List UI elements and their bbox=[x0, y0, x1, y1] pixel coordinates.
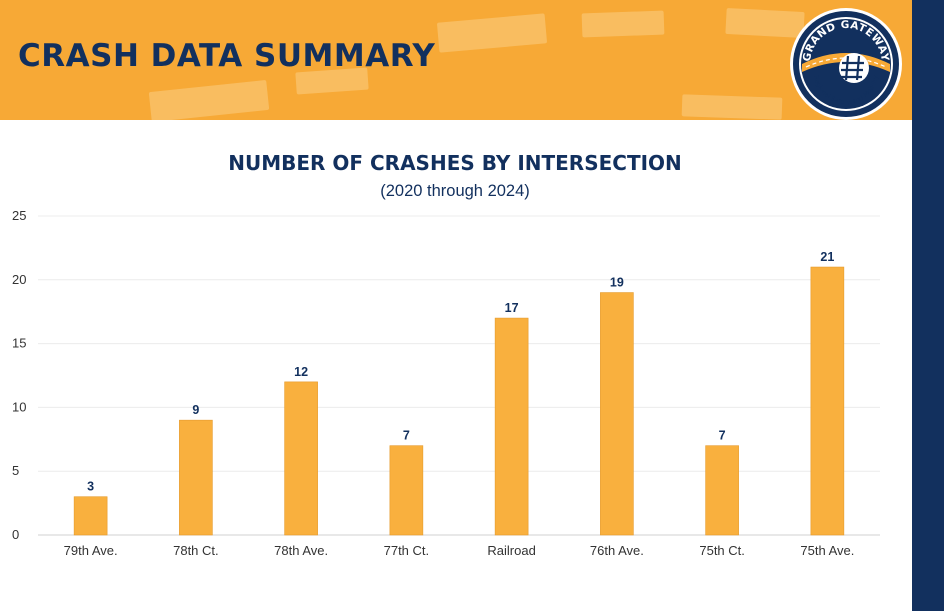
bar bbox=[284, 381, 318, 536]
bar-chart: 0 5 10 15 20 25 3 79th Ave. 9 78th Ct. 12 78th Ave.… bbox=[12, 208, 880, 558]
decor-stripe bbox=[148, 79, 270, 120]
x-tick-label: 75th Ave. bbox=[800, 543, 854, 558]
y-tick-label: 5 bbox=[12, 463, 19, 478]
x-tick-label: 75th Ct. bbox=[699, 543, 745, 558]
decor-stripe bbox=[681, 94, 783, 120]
data-label: 12 bbox=[294, 365, 308, 379]
x-tick-label: 77th Ct. bbox=[384, 543, 430, 558]
bars bbox=[73, 266, 845, 536]
chart-subtitle: (2020 through 2024) bbox=[380, 182, 530, 200]
data-label: 7 bbox=[719, 429, 726, 443]
y-tick-label: 0 bbox=[12, 527, 19, 542]
chart-title: NUMBER OF CRASHES BY INTERSECTION bbox=[228, 151, 682, 175]
bar bbox=[705, 445, 739, 536]
grand-gateway-logo-icon: GRAND GATEWAY Regional Safety and Mobili… bbox=[790, 8, 902, 120]
data-label: 17 bbox=[505, 301, 519, 315]
gridlines bbox=[38, 215, 880, 536]
x-tick-label: 78th Ave. bbox=[274, 543, 328, 558]
data-label: 9 bbox=[192, 403, 199, 417]
data-label: 3 bbox=[87, 480, 94, 494]
data-label: 21 bbox=[820, 250, 834, 264]
bar bbox=[73, 496, 108, 536]
decor-stripe bbox=[436, 13, 548, 53]
y-tick-label: 15 bbox=[12, 336, 26, 351]
side-accent-bar bbox=[912, 0, 944, 611]
x-tick-label: Railroad bbox=[487, 543, 535, 558]
bar bbox=[494, 317, 529, 536]
page-title: CRASH DATA SUMMARY bbox=[18, 38, 436, 74]
x-tick-label: 76th Ave. bbox=[590, 543, 644, 558]
decor-stripe bbox=[581, 10, 665, 38]
header-banner: CRASH DATA SUMMARY bbox=[0, 0, 912, 120]
y-tick-label: 10 bbox=[12, 399, 26, 414]
labels: 0 5 10 15 20 25 3 79th Ave. 9 78th Ct. 12 78th Ave.… bbox=[12, 208, 854, 558]
data-label: 7 bbox=[403, 429, 410, 443]
bar bbox=[810, 266, 845, 536]
y-tick-label: 20 bbox=[12, 272, 26, 287]
bar bbox=[389, 445, 424, 536]
data-label: 19 bbox=[610, 276, 624, 290]
x-tick-label: 78th Ct. bbox=[173, 543, 219, 558]
bar bbox=[600, 292, 634, 536]
bar bbox=[179, 419, 213, 536]
y-tick-label: 25 bbox=[12, 208, 26, 223]
x-tick-label: 79th Ave. bbox=[64, 543, 118, 558]
